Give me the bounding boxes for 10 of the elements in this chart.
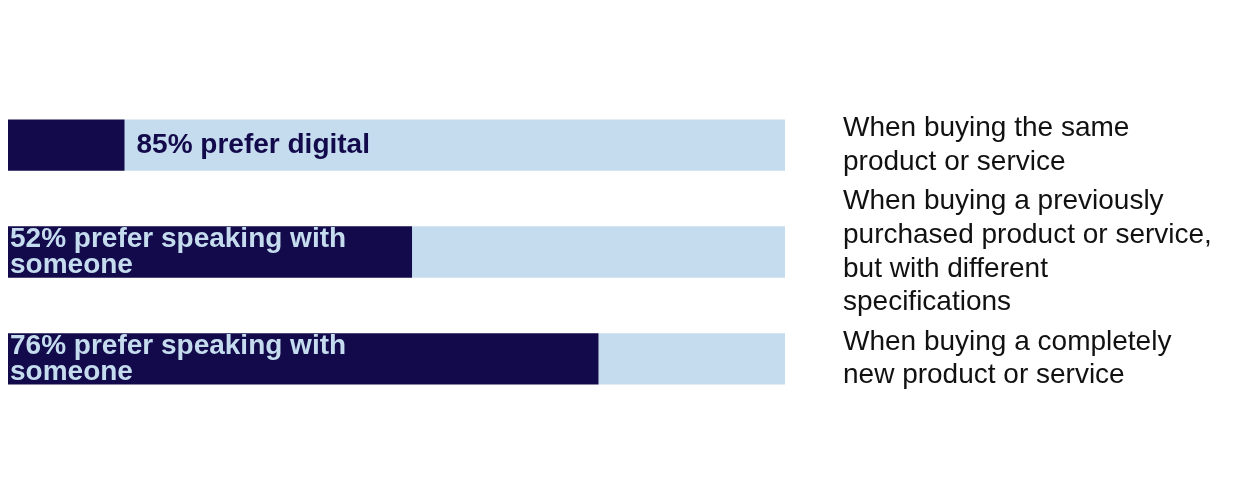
data-label: 52% prefer speaking with someone bbox=[10, 221, 347, 279]
bar bbox=[598, 333, 785, 385]
y-tick-label: When buying a completely new product or service bbox=[843, 324, 1172, 390]
data-label: 85% prefer digital bbox=[136, 127, 370, 159]
bar bbox=[8, 119, 125, 171]
data-label: 76% prefer speaking with someone bbox=[10, 328, 347, 386]
y-tick-label: When buying a previously purchased product or service, but with different specifications bbox=[843, 184, 1212, 317]
bar bbox=[412, 226, 785, 278]
y-tick-label: When buying the same product or service bbox=[843, 110, 1130, 176]
bar bbox=[124, 119, 785, 171]
